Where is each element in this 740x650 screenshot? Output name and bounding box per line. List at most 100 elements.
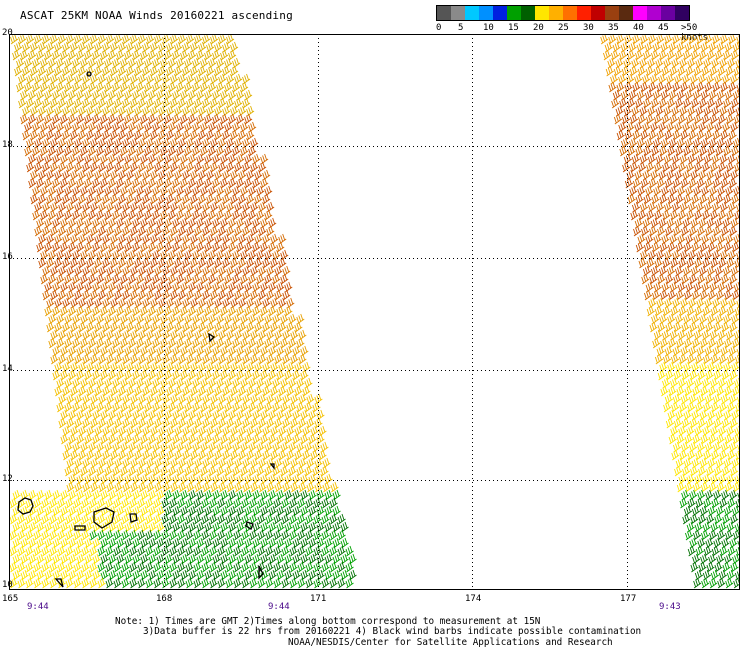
wind-barb bbox=[712, 129, 721, 141]
wind-barb bbox=[627, 193, 636, 205]
wind-barb bbox=[156, 153, 165, 165]
wind-barb bbox=[72, 313, 81, 325]
wind-barb bbox=[648, 81, 657, 93]
wind-barb bbox=[643, 97, 652, 109]
wind-barb bbox=[152, 121, 161, 133]
wind-barb bbox=[230, 105, 239, 117]
wind-barb bbox=[680, 249, 689, 261]
wind-barb bbox=[68, 177, 77, 189]
wind-barb bbox=[122, 137, 131, 149]
wind-barb bbox=[24, 145, 33, 157]
wind-barb bbox=[200, 377, 209, 389]
wind-barb bbox=[116, 433, 125, 445]
wind-barb bbox=[218, 97, 227, 109]
wind-barb bbox=[282, 265, 291, 277]
wind-barb bbox=[86, 297, 95, 309]
wind-barb bbox=[178, 457, 187, 469]
wind-barb bbox=[12, 537, 21, 549]
wind-barb bbox=[186, 353, 195, 365]
wind-barb bbox=[702, 425, 711, 437]
wind-barb bbox=[134, 425, 143, 437]
wind-barb bbox=[254, 169, 263, 181]
wind-barb bbox=[40, 81, 49, 93]
wind-barb bbox=[257, 497, 266, 509]
wind-barb bbox=[108, 505, 117, 517]
wind-barb bbox=[693, 137, 702, 149]
wind-barb bbox=[130, 73, 139, 85]
wind-barb bbox=[308, 537, 317, 549]
wind-barb bbox=[112, 145, 121, 157]
wind-barb bbox=[218, 265, 227, 277]
wind-barb bbox=[110, 257, 119, 269]
wind-barb bbox=[104, 121, 113, 133]
wind-barb bbox=[683, 97, 692, 109]
wind-barb bbox=[284, 473, 293, 485]
wind-barb bbox=[97, 529, 106, 541]
wind-barb bbox=[108, 521, 117, 533]
wind-barb bbox=[190, 41, 199, 53]
wind-barb bbox=[148, 433, 157, 445]
wind-barb bbox=[129, 545, 138, 557]
wind-barb bbox=[128, 209, 137, 221]
wind-barb bbox=[174, 129, 183, 141]
wind-barb bbox=[38, 129, 47, 141]
wind-barb bbox=[134, 385, 143, 397]
wind-barb bbox=[727, 201, 737, 213]
wind-barb bbox=[667, 193, 676, 205]
wind-barb bbox=[713, 369, 722, 381]
wind-barb bbox=[17, 577, 26, 589]
wind-barb bbox=[176, 313, 185, 325]
wind-barb bbox=[629, 185, 638, 197]
wind-barb bbox=[196, 281, 205, 293]
wind-barb bbox=[284, 433, 293, 445]
wind-barb bbox=[222, 257, 231, 269]
wind-barb bbox=[73, 545, 82, 557]
wind-barb bbox=[54, 65, 63, 77]
wind-barb bbox=[50, 353, 59, 365]
wind-barb bbox=[160, 337, 169, 349]
wind-barb bbox=[112, 81, 121, 93]
wind-barb bbox=[252, 505, 261, 517]
wind-barb bbox=[196, 305, 205, 317]
wind-barb bbox=[12, 569, 21, 581]
wind-barb bbox=[702, 209, 711, 221]
wind-barb bbox=[674, 49, 684, 61]
wind-barb bbox=[76, 281, 85, 293]
wind-barb bbox=[84, 537, 93, 549]
wind-barb bbox=[66, 353, 75, 365]
wind-barb bbox=[188, 49, 197, 61]
wind-barb bbox=[86, 233, 95, 245]
wind-barb bbox=[104, 145, 113, 157]
wind-barb bbox=[62, 169, 71, 181]
wind-barb bbox=[132, 409, 141, 421]
wind-barb bbox=[81, 497, 90, 509]
wind-barb bbox=[208, 57, 217, 69]
wind-barb bbox=[9, 561, 18, 573]
wind-barb bbox=[66, 161, 75, 173]
wind-barb bbox=[73, 561, 82, 573]
wind-barb bbox=[654, 209, 663, 221]
wind-barb bbox=[632, 177, 642, 189]
wind-barb bbox=[138, 289, 147, 301]
wind-barb bbox=[210, 201, 219, 213]
wind-barb bbox=[76, 433, 85, 445]
wind-barb bbox=[68, 553, 77, 565]
wind-barb bbox=[653, 65, 662, 77]
wind-barb bbox=[656, 249, 665, 261]
wind-barb bbox=[57, 545, 66, 557]
wind-barb bbox=[184, 121, 193, 133]
wind-barb bbox=[292, 369, 301, 381]
wind-barb bbox=[160, 377, 169, 389]
wind-barb bbox=[200, 57, 209, 69]
wind-barb bbox=[132, 177, 141, 189]
wind-barb bbox=[270, 385, 279, 397]
wind-barb bbox=[686, 209, 695, 221]
legend-label-20: 20 bbox=[533, 23, 544, 33]
wind-barb bbox=[308, 409, 317, 421]
wind-barb bbox=[130, 393, 139, 405]
wind-barb bbox=[132, 49, 141, 61]
wind-barb bbox=[76, 89, 85, 101]
wind-barb bbox=[256, 209, 265, 221]
wind-barb bbox=[637, 113, 647, 125]
wind-barb bbox=[733, 65, 740, 77]
